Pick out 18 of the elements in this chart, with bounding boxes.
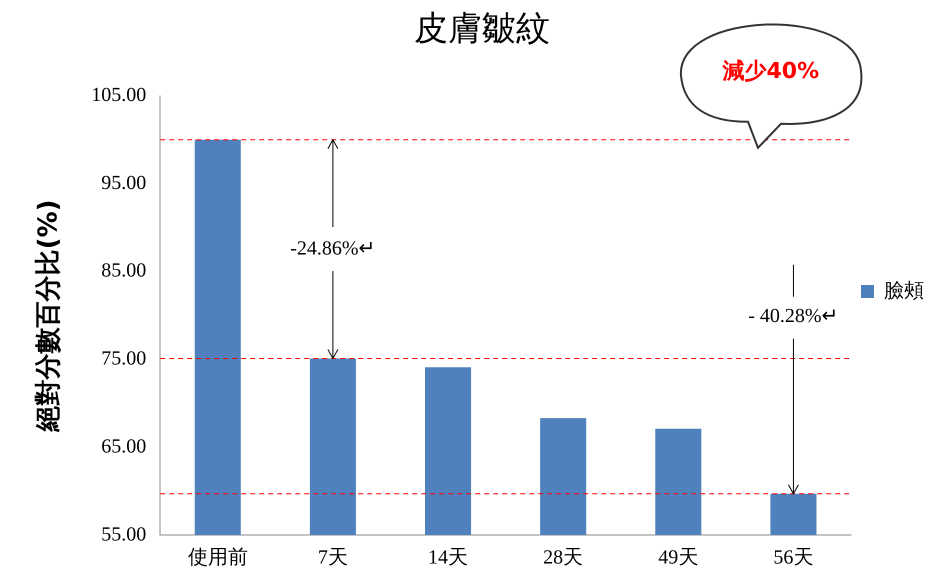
x-tick-label: 使用前	[188, 546, 248, 568]
x-tick-label: 56天	[773, 546, 814, 568]
y-tick-label: 105.00	[91, 84, 146, 106]
annotation: -24.86%↵	[290, 237, 376, 260]
annotation: - 40.28%↵	[748, 304, 839, 327]
legend-label: 臉頰	[884, 280, 924, 302]
x-tick-label: 49天	[658, 546, 698, 568]
y-axis-title: 絕對分數百分比(%)	[33, 199, 64, 432]
x-tick-label: 28天	[543, 546, 584, 568]
y-tick-label: 55.00	[101, 523, 146, 546]
y-tick-label: 85.00	[101, 260, 146, 282]
text: 減少40%	[722, 58, 820, 86]
chart-title: 皮膚皺紋	[414, 10, 550, 48]
x-tick-label: 7天	[318, 546, 348, 568]
y-tick-label: 65.00	[101, 435, 146, 458]
y-tick-label: 75.00	[101, 348, 146, 370]
y-tick-label: 95.00	[101, 172, 146, 194]
x-tick-label: 14天	[428, 546, 468, 568]
